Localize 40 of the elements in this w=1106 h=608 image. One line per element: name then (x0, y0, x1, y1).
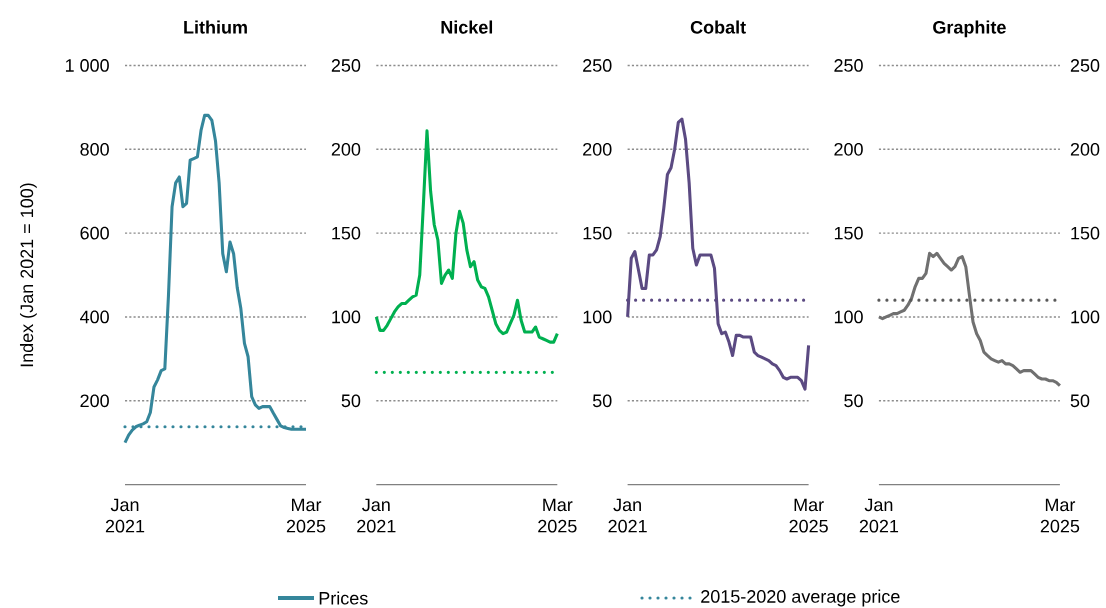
chart-title: Nickel (441, 20, 493, 34)
y-tick-label: 400 (80, 310, 109, 324)
y-tick-label: 250 (583, 59, 612, 72)
y-tick-label: 1 000 (65, 59, 109, 72)
y-tick-label: 600 (80, 226, 109, 240)
y-tick-label: 50 (844, 394, 863, 408)
y-tick-label: 100 (834, 310, 863, 324)
y2-tick-label: 150 (1071, 226, 1100, 240)
y2-tick-label: 50 (1070, 394, 1090, 408)
y-tick-label: 100 (583, 310, 612, 324)
y2-tick-label: 100 (1071, 310, 1100, 324)
chart-title: Cobalt (690, 20, 746, 34)
y-tick-label: 150 (583, 226, 612, 240)
y-axis-title: Index (Jan 2021 = 100) (19, 183, 37, 367)
y-tick-label: 100 (332, 310, 361, 324)
y-tick-label: 200 (834, 142, 863, 156)
y2-tick-label: 200 (1070, 142, 1100, 156)
x-tick-label: Mar 2025 (789, 498, 828, 533)
x-tick-label: Jan 2021 (608, 498, 647, 533)
y-tick-label: 50 (341, 394, 361, 408)
x-tick-label: Jan 2021 (859, 498, 899, 533)
y-tick-label: 200 (583, 142, 612, 156)
y-tick-label: 800 (80, 142, 109, 156)
chart-title: Lithium (184, 20, 247, 34)
y2-tick-label: 250 (1070, 59, 1100, 72)
x-tick-label: Mar 2025 (1040, 498, 1080, 533)
y-tick-label: 250 (331, 59, 361, 72)
legend-label: Prices (319, 591, 368, 605)
y-tick-label: 150 (332, 226, 361, 240)
y-tick-label: 250 (834, 59, 863, 72)
y-tick-label: 50 (592, 394, 612, 408)
chart-title: Graphite (933, 20, 1006, 38)
x-tick-label: Jan 2021 (357, 498, 396, 533)
y-tick-label: 200 (331, 142, 361, 156)
x-tick-label: Mar 2025 (538, 498, 577, 533)
y-tick-label: 150 (834, 226, 863, 240)
x-tick-label: Mar 2025 (286, 498, 326, 533)
legend-label: 2015-2020 average price (701, 589, 900, 607)
x-tick-label: Jan 2021 (105, 498, 145, 533)
y-tick-label: 200 (80, 394, 109, 408)
